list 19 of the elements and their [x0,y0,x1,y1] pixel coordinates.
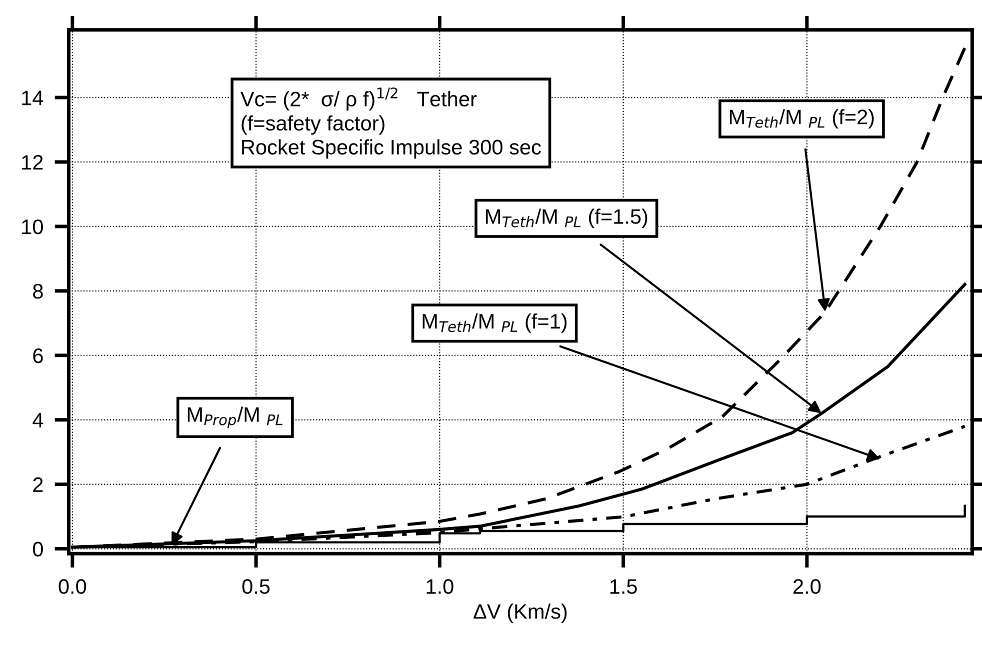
annotation: M$_{Prop}$/M $_{PL}$ [188,406,282,428]
y-tick-label: 10 [22,219,43,234]
x-tick-label: 1.0 [426,579,454,594]
x-tick-label: 0.0 [58,579,86,594]
y-tick-label: 12 [22,154,43,170]
text: Vc= (2* σ/ ρ f)$^{1/2}$ Tether (f=safety factor) Rocket Specific Impulse 300 sec [240,87,541,159]
y-tick-label: 8 [33,284,43,299]
y-tick-label: 0 [32,542,43,557]
x-tick-label: 2.0 [793,579,821,594]
y-tick-label: 4 [32,413,44,428]
y-tick-label: 2 [33,477,43,492]
annotation: M$_{Teth}$/M $_{PL}$ (f=1) [422,313,567,333]
y-tick-label: 14 [22,90,44,106]
x-tick-label: 0.5 [242,579,270,594]
y-tick-label: 6 [33,348,43,364]
x-axis-title: ΔV (Km/s) [474,604,567,623]
annotation: M$_{Teth}$/M $_{PL}$ (f=2) [730,109,874,128]
x-tick-label: 1.5 [610,579,637,594]
annotation: M$_{Teth}$/M $_{PL}$ (f=1.5) [486,208,648,228]
